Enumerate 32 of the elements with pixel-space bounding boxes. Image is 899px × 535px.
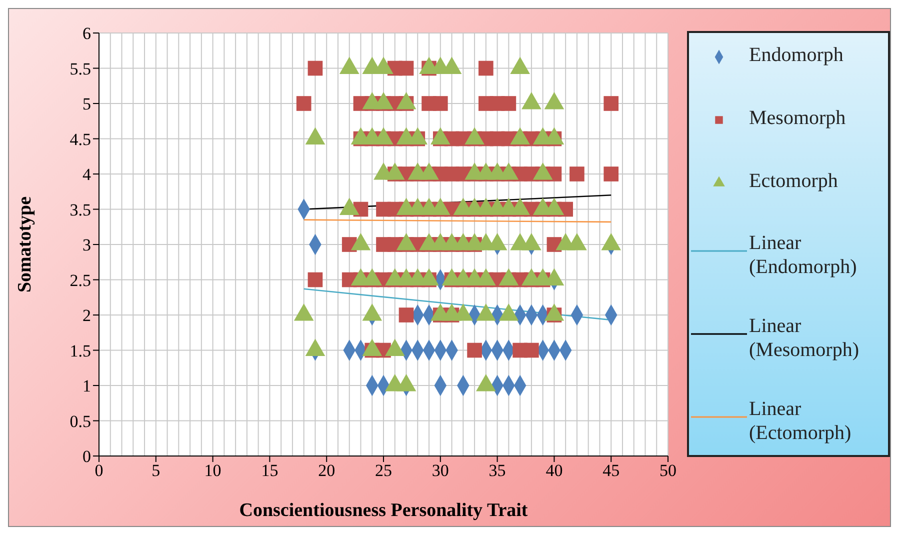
legend-label: Linear (Mesomorph) [749,314,860,362]
x-tick-label: 10 [204,461,222,480]
legend-label: Linear (Ectomorph) [749,396,852,445]
y-tick-label: 3.5 [70,200,91,220]
y-tick-label: 1.5 [70,341,91,360]
y-tick-label: 4.5 [70,130,91,149]
legend-label: Endomorph [749,43,844,67]
y-tick-label: 3 [82,236,91,255]
y-tick-label: 0 [82,447,91,466]
legend-label: Ectomorph [749,168,839,193]
x-tick-label: 45 [602,461,620,480]
x-tick-label: 15 [261,461,278,480]
y-tick-label: 6 [82,24,91,44]
x-tick-label: 30 [432,461,449,480]
y-tick-label: 1 [82,376,91,396]
y-axis-title: Somatotype [14,196,36,293]
x-tick-label: 25 [375,461,392,480]
y-tick-label: 0.5 [70,412,91,431]
y-tick-label: 2.5 [70,270,91,290]
x-tick-label: 5 [152,461,160,480]
x-axis-title: Conscientiousness Personality Trait [239,500,528,521]
legend-label: Mesomorph [749,106,847,130]
y-tick-label: 5 [82,94,91,114]
x-tick-label: 40 [546,461,563,480]
y-tick-label: 5.5 [70,59,91,78]
x-tick-label: 50 [660,461,676,480]
legend-label: Linear (Endomorph) [749,231,858,280]
y-tick-label: 4 [82,165,92,184]
x-tick-label: 20 [318,461,336,480]
x-tick-label: 35 [488,461,506,480]
y-tick-label: 2 [82,306,91,326]
x-tick-label: 0 [94,461,104,480]
